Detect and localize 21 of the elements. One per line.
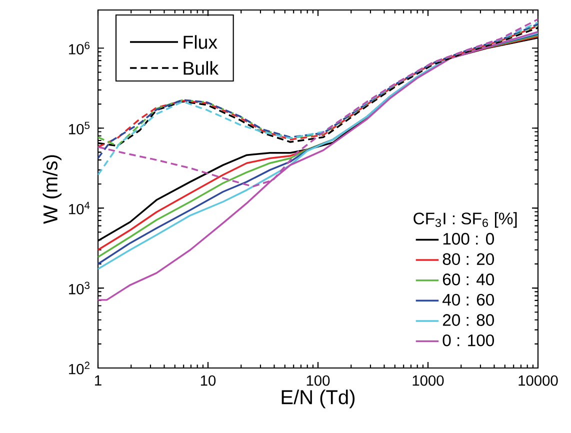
legend-title: CF$_{3}$I : SF$_{6}$ [%]: [414, 212, 517, 228]
x-axis-title: E/N (Td): [282, 389, 355, 408]
y-tick-label: 10$^{5}$: [69, 122, 90, 134]
x-tick-label: 100: [306, 375, 330, 386]
x-tick-label: 10000: [518, 375, 558, 386]
legend-label: 60 : 40: [442, 273, 494, 286]
x-tick-label: 10: [200, 375, 216, 386]
y-axis-title: W (m/s): [42, 155, 62, 224]
annotation: Bulk: [184, 60, 219, 75]
y-tick-label: 10$^{4}$: [69, 202, 90, 214]
legend-label: 20 : 80: [442, 314, 494, 326]
legend-label: 40 : 60: [442, 294, 494, 306]
y-tick-label: 10$^{2}$: [69, 362, 90, 374]
x-tick-label: 1000: [412, 375, 444, 386]
legend-label: 80 : 20: [442, 253, 494, 265]
y-tick-label: 10$^{3}$: [69, 282, 90, 294]
annotation: Flux: [184, 34, 218, 49]
x-tick-label: 1: [95, 375, 102, 386]
legend-label: 0 : 100: [442, 334, 494, 346]
y-tick-label: 10$^{6}$: [69, 42, 90, 54]
legend-label: 100 : 0: [443, 232, 494, 245]
